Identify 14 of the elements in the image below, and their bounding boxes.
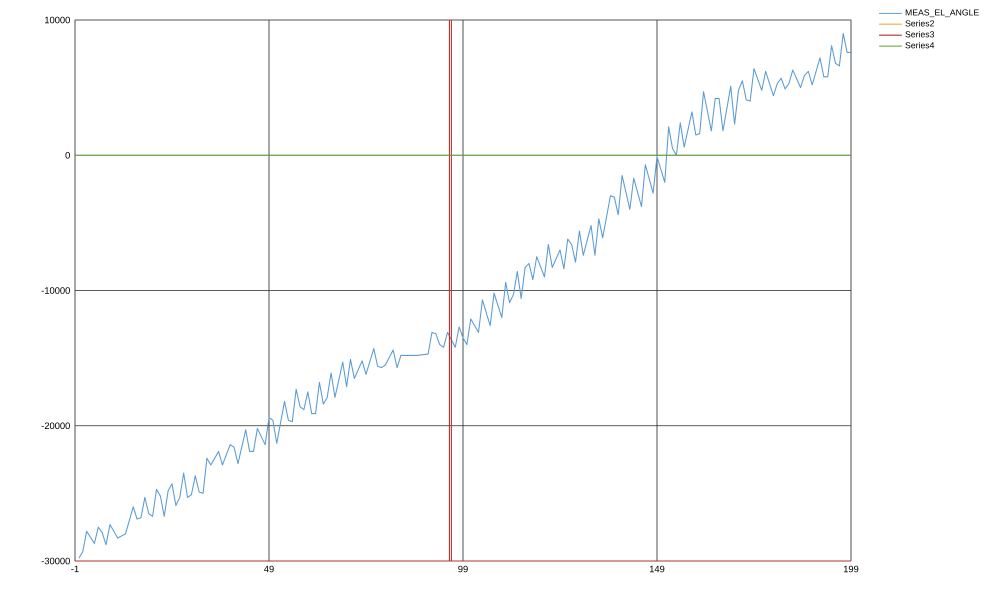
legend-label: Series4 (905, 42, 934, 48)
x-tick-label: 99 (458, 566, 468, 572)
legend-label: Series3 (905, 31, 934, 38)
legend-label: Series2 (905, 20, 934, 26)
legend-label: MEAS_EL_ANGLE (906, 9, 979, 18)
y-tick-label: 10000 (45, 16, 70, 24)
x-tick-label: 199 (844, 566, 858, 572)
x-tick-label: -1 (71, 566, 79, 572)
y-tick-label: -20000 (42, 422, 70, 430)
y-tick-label: -10000 (42, 287, 70, 294)
x-tick-label: 49 (264, 566, 274, 572)
y-tick-label: 0 (65, 152, 70, 159)
x-tick-label: 149 (650, 566, 664, 572)
y-tick-label: -30000 (42, 558, 70, 564)
